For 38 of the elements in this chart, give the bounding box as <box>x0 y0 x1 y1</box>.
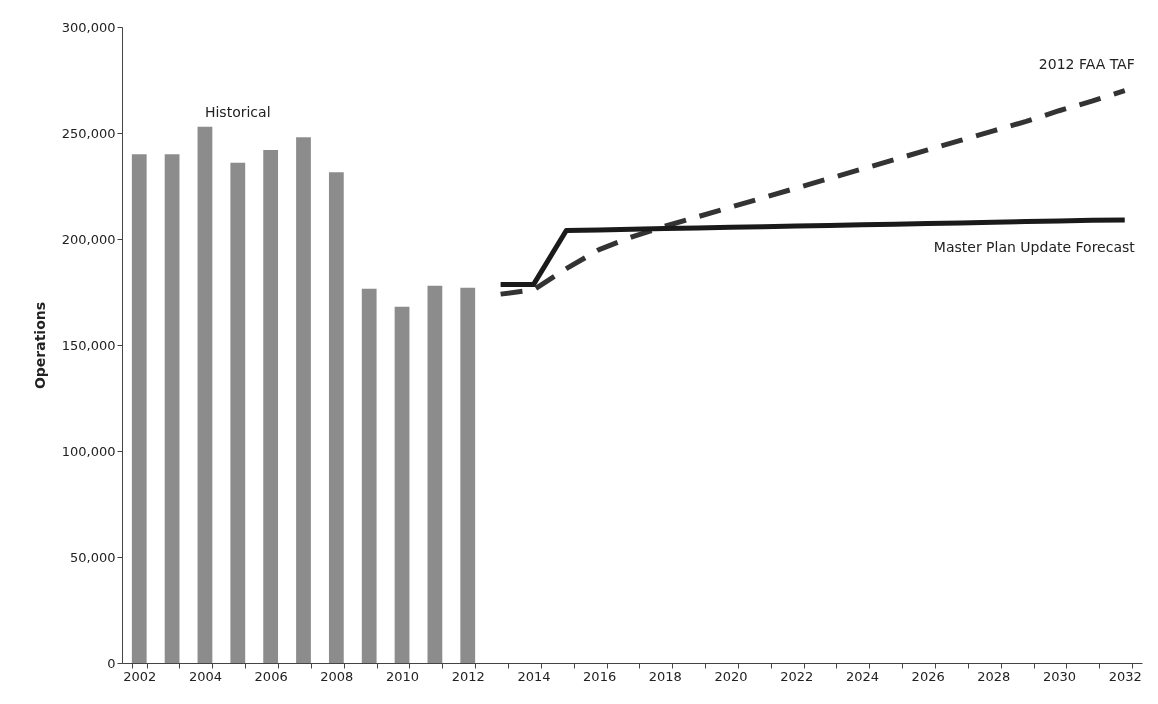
series-label: 2012 FAA TAF <box>1038 55 1135 72</box>
x-tick-label: 2006 <box>254 668 288 684</box>
x-tick-label: 2004 <box>188 668 222 684</box>
series-label: Historical <box>204 103 271 120</box>
bar <box>263 149 279 663</box>
bar <box>427 285 443 663</box>
x-tick-label: 2008 <box>320 668 354 684</box>
x-tick-label: 2032 <box>1108 668 1142 684</box>
y-tick-label: 0 <box>107 655 116 671</box>
x-tick-label: 2028 <box>977 668 1011 684</box>
bar <box>296 137 311 663</box>
x-tick-label: 2010 <box>386 668 420 684</box>
bar <box>230 162 246 663</box>
y-tick-label: 200,000 <box>61 231 116 247</box>
x-tick-label: 2024 <box>845 668 879 684</box>
x-tick-label: 2016 <box>583 668 617 684</box>
y-tick-label: 300,000 <box>61 19 116 35</box>
y-axis-title: Operations <box>31 301 48 390</box>
y-tick-label: 50,000 <box>70 549 116 565</box>
y-tick-label: 100,000 <box>61 443 116 459</box>
bar <box>361 288 377 663</box>
bar <box>197 126 213 663</box>
x-tick-label: 2002 <box>123 668 157 684</box>
bar <box>328 172 344 663</box>
y-tick-label: 250,000 <box>61 125 116 141</box>
bar <box>460 287 476 663</box>
x-tick-label: 2012 <box>451 668 485 684</box>
y-tick-label: 150,000 <box>61 337 116 353</box>
x-tick-label: 2014 <box>517 668 551 684</box>
bar <box>164 154 180 663</box>
x-tick-label: 2022 <box>780 668 814 684</box>
x-tick-label: 2026 <box>911 668 945 684</box>
x-tick-label: 2018 <box>648 668 682 684</box>
x-tick-label: 2030 <box>1043 668 1077 684</box>
x-tick-label: 2020 <box>714 668 748 684</box>
bar <box>394 306 410 663</box>
series-label: Master Plan Update Forecast <box>933 238 1136 255</box>
bar <box>131 154 147 663</box>
